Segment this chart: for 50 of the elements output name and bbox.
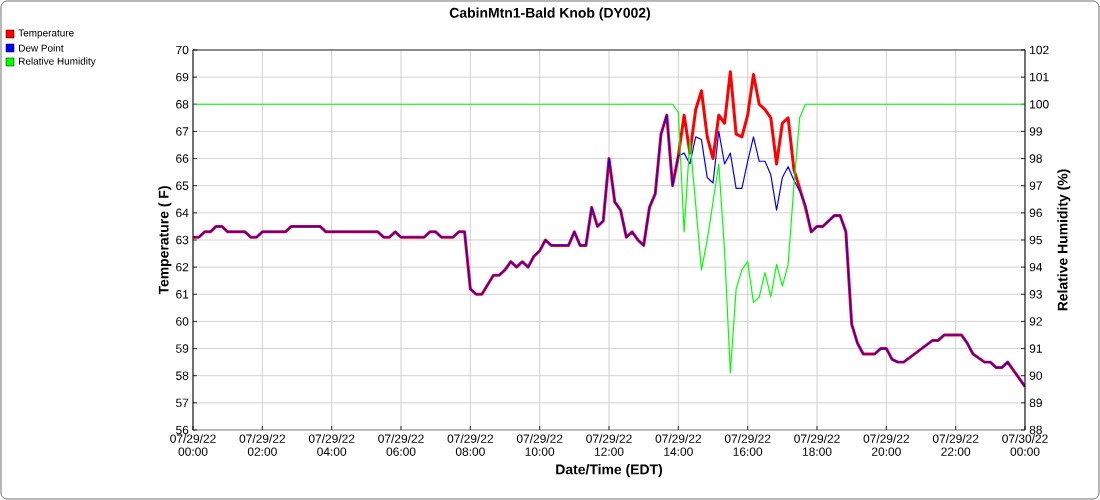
y-tick-label: 57 [176,398,189,408]
x-tick-label: 07/29/22 12:00 [586,434,632,456]
y-tick-label: 67 [176,127,189,136]
y2-tick-label: 101 [1030,72,1049,82]
x-tick-label: 07/29/22 06:00 [378,434,424,456]
y-tick-label: 64 [176,208,189,218]
y-tick-label: 63 [176,235,189,245]
y-tick-label: 62 [176,262,189,272]
y2-tick-label: 94 [1029,262,1043,272]
x-tick-label: 07/29/22 02:00 [239,434,286,456]
y-tick-label: 66 [176,154,189,163]
x-tick-label: 07/30/22 00:00 [1002,434,1048,456]
y2-tick-label: 93 [1029,290,1042,299]
y-tick-label: 60 [176,317,189,326]
y2-tick-label: 92 [1029,317,1042,326]
y-tick-label: 58 [176,371,189,380]
y-axis-title: Temperature ( F) [158,186,172,295]
y2-tick-label: 91 [1029,344,1042,353]
y2-tick-label: 99 [1029,127,1042,136]
y2-tick-label: 102 [1030,45,1049,55]
y2-tick-label: 98 [1029,154,1042,163]
x-tick-label: 07/29/22 22:00 [932,434,979,456]
y2-tick-label: 88 [1029,425,1042,435]
y2-tick-label: 97 [1029,181,1042,190]
y2-tick-label: 100 [1030,100,1049,109]
y-tick-label: 69 [176,72,189,82]
x-tick-label: 07/29/22 00:00 [170,434,216,456]
y2-tick-label: 89 [1029,398,1042,408]
x-tick-label: 07/29/22 10:00 [516,434,563,456]
x-tick-label: 07/29/22 20:00 [863,434,910,456]
y2-tick-label: 95 [1029,235,1042,245]
y-tick-label: 61 [176,290,189,299]
y2-tick-label: 90 [1029,371,1043,380]
y-tick-label: 70 [176,45,189,55]
x-tick-label: 07/29/22 08:00 [447,434,494,456]
x-tick-label: 07/29/22 14:00 [655,434,701,456]
x-tick-label: 07/29/22 18:00 [794,434,840,456]
y-tick-label: 65 [176,181,189,190]
legend-label: Relative Humidity [19,57,96,67]
x-tick-label: 07/29/22 16:00 [724,434,771,456]
y2-tick-label: 96 [1029,208,1042,218]
legend-label: Temperature [18,29,74,39]
legend-label: Dew Point [19,44,64,52]
x-tick-label: 07/29/22 04:00 [308,434,355,456]
y2-axis-title: Relative Humidity (%) [1057,169,1071,311]
y-tick-label: 68 [176,100,189,109]
y-tick-label: 59 [176,344,189,353]
x-axis-title: Date/Time (EDT) [556,464,663,478]
y-tick-label: 56 [176,425,189,435]
chart-title: CabinMtn1-Bald Knob (DY002) [449,7,651,21]
